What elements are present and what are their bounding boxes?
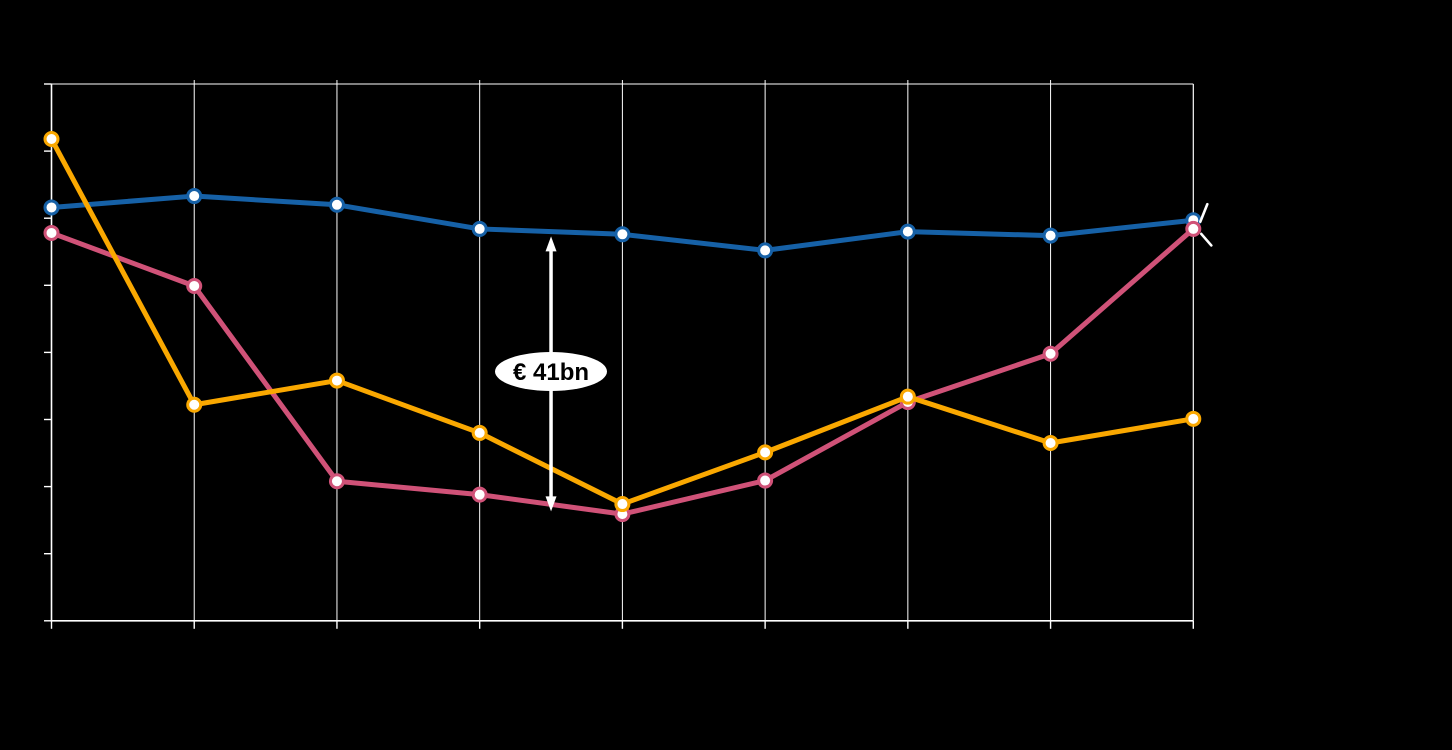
data-point-marker <box>43 199 60 216</box>
data-point-marker <box>899 223 916 240</box>
data-point-marker <box>471 220 488 237</box>
arrowhead-up <box>545 236 557 252</box>
data-point-marker <box>614 496 631 513</box>
annotation-bubble <box>495 352 607 391</box>
axis-ticks <box>44 83 1195 629</box>
data-point-marker <box>328 372 345 389</box>
data-point-marker <box>899 388 916 405</box>
data-point-marker <box>186 277 203 294</box>
data-point-marker <box>43 131 60 148</box>
data-point-marker <box>614 226 631 243</box>
data-point-marker <box>186 188 203 205</box>
series-orange-line <box>43 131 1202 513</box>
data-point-marker <box>1042 345 1059 362</box>
data-point-marker <box>186 396 203 413</box>
data-point-marker <box>471 424 488 441</box>
data-point-marker <box>757 242 774 259</box>
annotation-label: € 41bn <box>513 359 589 386</box>
data-point-marker <box>328 196 345 213</box>
endpoint-pointer-marks <box>1199 202 1213 247</box>
arrowhead-down <box>545 496 557 512</box>
data-point-marker <box>1185 410 1202 427</box>
data-point-marker <box>471 486 488 503</box>
data-point-marker <box>43 224 60 241</box>
data-point-marker <box>757 472 774 489</box>
data-point-marker <box>1185 220 1202 237</box>
gridlines <box>193 80 1052 621</box>
series-blue-line <box>43 188 1202 259</box>
data-point-marker <box>328 473 345 490</box>
data-point-marker <box>1042 434 1059 451</box>
data-point-marker <box>1042 227 1059 244</box>
annotation-41bn: € 41bn <box>495 352 607 391</box>
data-point-marker <box>757 444 774 461</box>
